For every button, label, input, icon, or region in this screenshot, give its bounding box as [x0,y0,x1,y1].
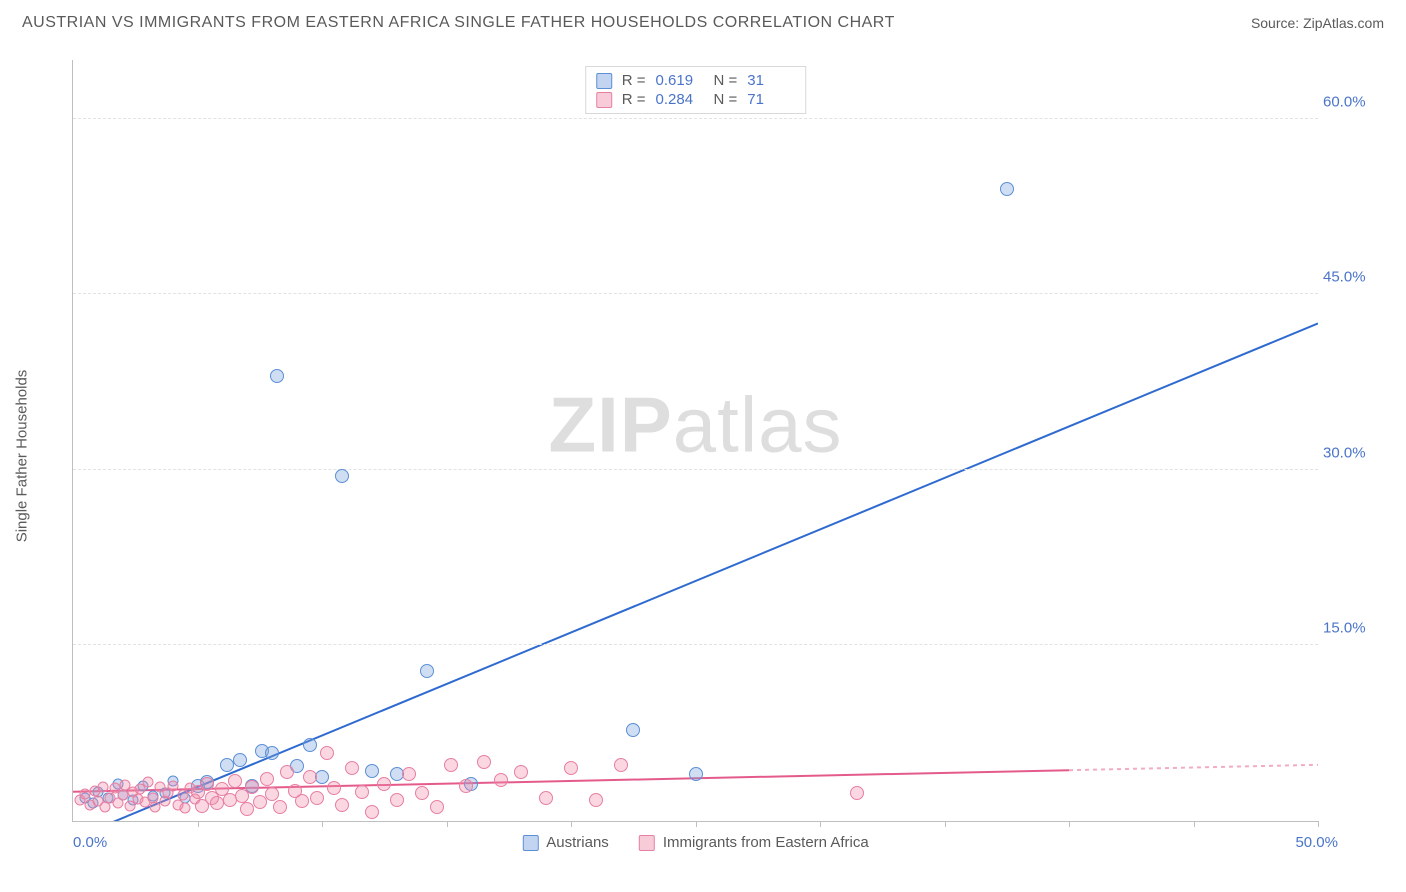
x-tick-mark [447,821,448,827]
data-point [180,803,191,814]
x-tick-mark [820,821,821,827]
chart-header: AUSTRIAN VS IMMIGRANTS FROM EASTERN AFRI… [0,0,1406,42]
x-axis-origin: 0.0% [73,834,107,851]
data-point [477,755,491,769]
data-point [167,780,178,791]
legend-item: Immigrants from Eastern Africa [639,834,869,851]
chart-container: Single Father Households ZIPatlas R = 0.… [48,50,1388,862]
data-point [303,738,317,752]
y-tick-label: 30.0% [1323,444,1378,461]
data-point [142,777,153,788]
x-tick-mark [1318,821,1319,827]
data-point [295,794,309,808]
data-point [365,764,379,778]
data-point [253,795,267,809]
data-point [273,800,287,814]
data-point [564,761,578,775]
data-point [402,767,416,781]
data-point [415,786,429,800]
data-point [327,781,341,795]
legend-swatch-pink [639,835,655,851]
data-point [459,779,473,793]
data-point [539,791,553,805]
gridline [73,293,1318,294]
data-point [97,782,108,793]
x-tick-mark [571,821,572,827]
data-point [626,723,640,737]
y-tick-label: 45.0% [1323,269,1378,286]
legend-swatch-pink [596,92,612,108]
data-point [514,765,528,779]
data-point [320,746,334,760]
data-point [494,773,508,787]
data-point [265,787,279,801]
legend-series: Austrians Immigrants from Eastern Africa [522,834,868,851]
data-point [335,469,349,483]
legend-swatch-blue [522,835,538,851]
legend-correlation: R = 0.619 N = 31 R = 0.284 N = 71 [585,66,807,114]
data-point [377,777,391,791]
data-point [365,805,379,819]
data-point [100,801,111,812]
data-point [335,798,349,812]
data-point [420,664,434,678]
legend-swatch-blue [596,73,612,89]
data-point [310,791,324,805]
gridline [73,469,1318,470]
data-point [303,770,317,784]
data-point [345,761,359,775]
data-point [390,793,404,807]
x-tick-mark [322,821,323,827]
data-point [233,753,247,767]
x-tick-mark [945,821,946,827]
x-axis-max: 50.0% [1295,834,1338,851]
gridline [73,118,1318,119]
data-point [280,765,294,779]
x-tick-mark [1069,821,1070,827]
data-point [589,793,603,807]
data-point [689,767,703,781]
data-point [200,777,214,791]
chart-title: AUSTRIAN VS IMMIGRANTS FROM EASTERN AFRI… [22,14,895,32]
data-point [444,758,458,772]
legend-row: R = 0.284 N = 71 [596,90,796,109]
source-label: Source: ZipAtlas.com [1251,15,1384,31]
data-point [430,800,444,814]
data-point [260,772,274,786]
gridline [73,644,1318,645]
y-axis-label: Single Father Households [14,370,31,543]
y-tick-label: 60.0% [1323,93,1378,110]
data-point [245,780,259,794]
x-tick-mark [198,821,199,827]
trend-lines [73,60,1318,821]
data-point [315,770,329,784]
watermark: ZIPatlas [548,380,842,471]
data-point [1000,182,1014,196]
data-point [270,369,284,383]
plot-area: ZIPatlas R = 0.619 N = 31 R = 0.284 N = … [72,60,1318,822]
data-point [614,758,628,772]
legend-item: Austrians [522,834,609,851]
data-point [265,746,279,760]
data-point [355,785,369,799]
legend-row: R = 0.619 N = 31 [596,71,796,90]
y-tick-label: 15.0% [1323,620,1378,637]
x-tick-mark [1194,821,1195,827]
data-point [228,774,242,788]
x-tick-mark [696,821,697,827]
data-point [850,786,864,800]
